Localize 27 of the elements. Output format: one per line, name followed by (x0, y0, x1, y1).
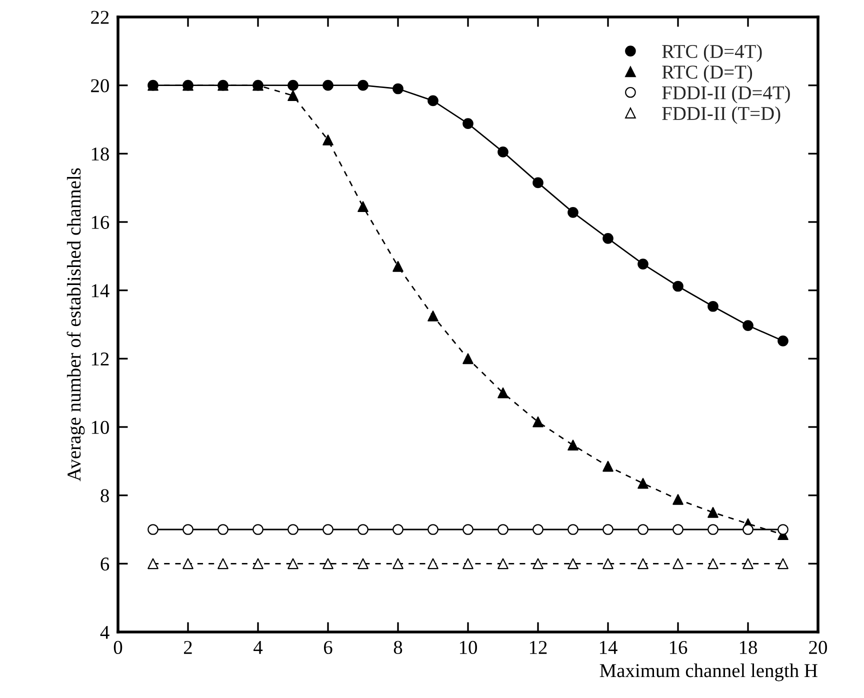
y-tick-label: 22 (91, 10, 109, 24)
x-tick-label: 8 (394, 640, 402, 654)
legend-label: RTC (D=4T) (662, 44, 762, 62)
x-tick-label: 6 (324, 640, 332, 654)
x-tick-label: 14 (600, 640, 618, 654)
y-tick-label: 4 (100, 626, 110, 639)
y-tick-label: 10 (92, 420, 109, 434)
y-tick-label: 12 (92, 352, 109, 366)
x-tick-label: 18 (740, 640, 757, 654)
y-axis-title: Average number of established channels (66, 168, 85, 482)
y-tick-label: 18 (92, 147, 109, 161)
x-tick-label: 12 (530, 640, 547, 654)
y-tick-label: 20 (91, 79, 109, 92)
y-tick-label: 14 (92, 284, 110, 298)
x-tick-label: 16 (670, 640, 688, 654)
x-tick-label: 10 (460, 640, 477, 654)
x-tick-label: 20 (809, 640, 827, 654)
legend-label: RTC (D=T) (662, 65, 752, 83)
y-tick-label: 6 (100, 558, 110, 571)
x-tick-label: 2 (184, 640, 192, 654)
x-axis-title: Maximum channel length H (600, 664, 818, 682)
y-tick-label: 16 (92, 216, 110, 229)
legend-label: FDDI-II (T=D) (662, 106, 780, 124)
x-tick-label: 0 (114, 640, 122, 654)
x-tick-label: 4 (254, 641, 263, 654)
y-tick-label: 8 (100, 489, 109, 502)
legend-label: FDDI-II (D=4T) (662, 86, 790, 104)
